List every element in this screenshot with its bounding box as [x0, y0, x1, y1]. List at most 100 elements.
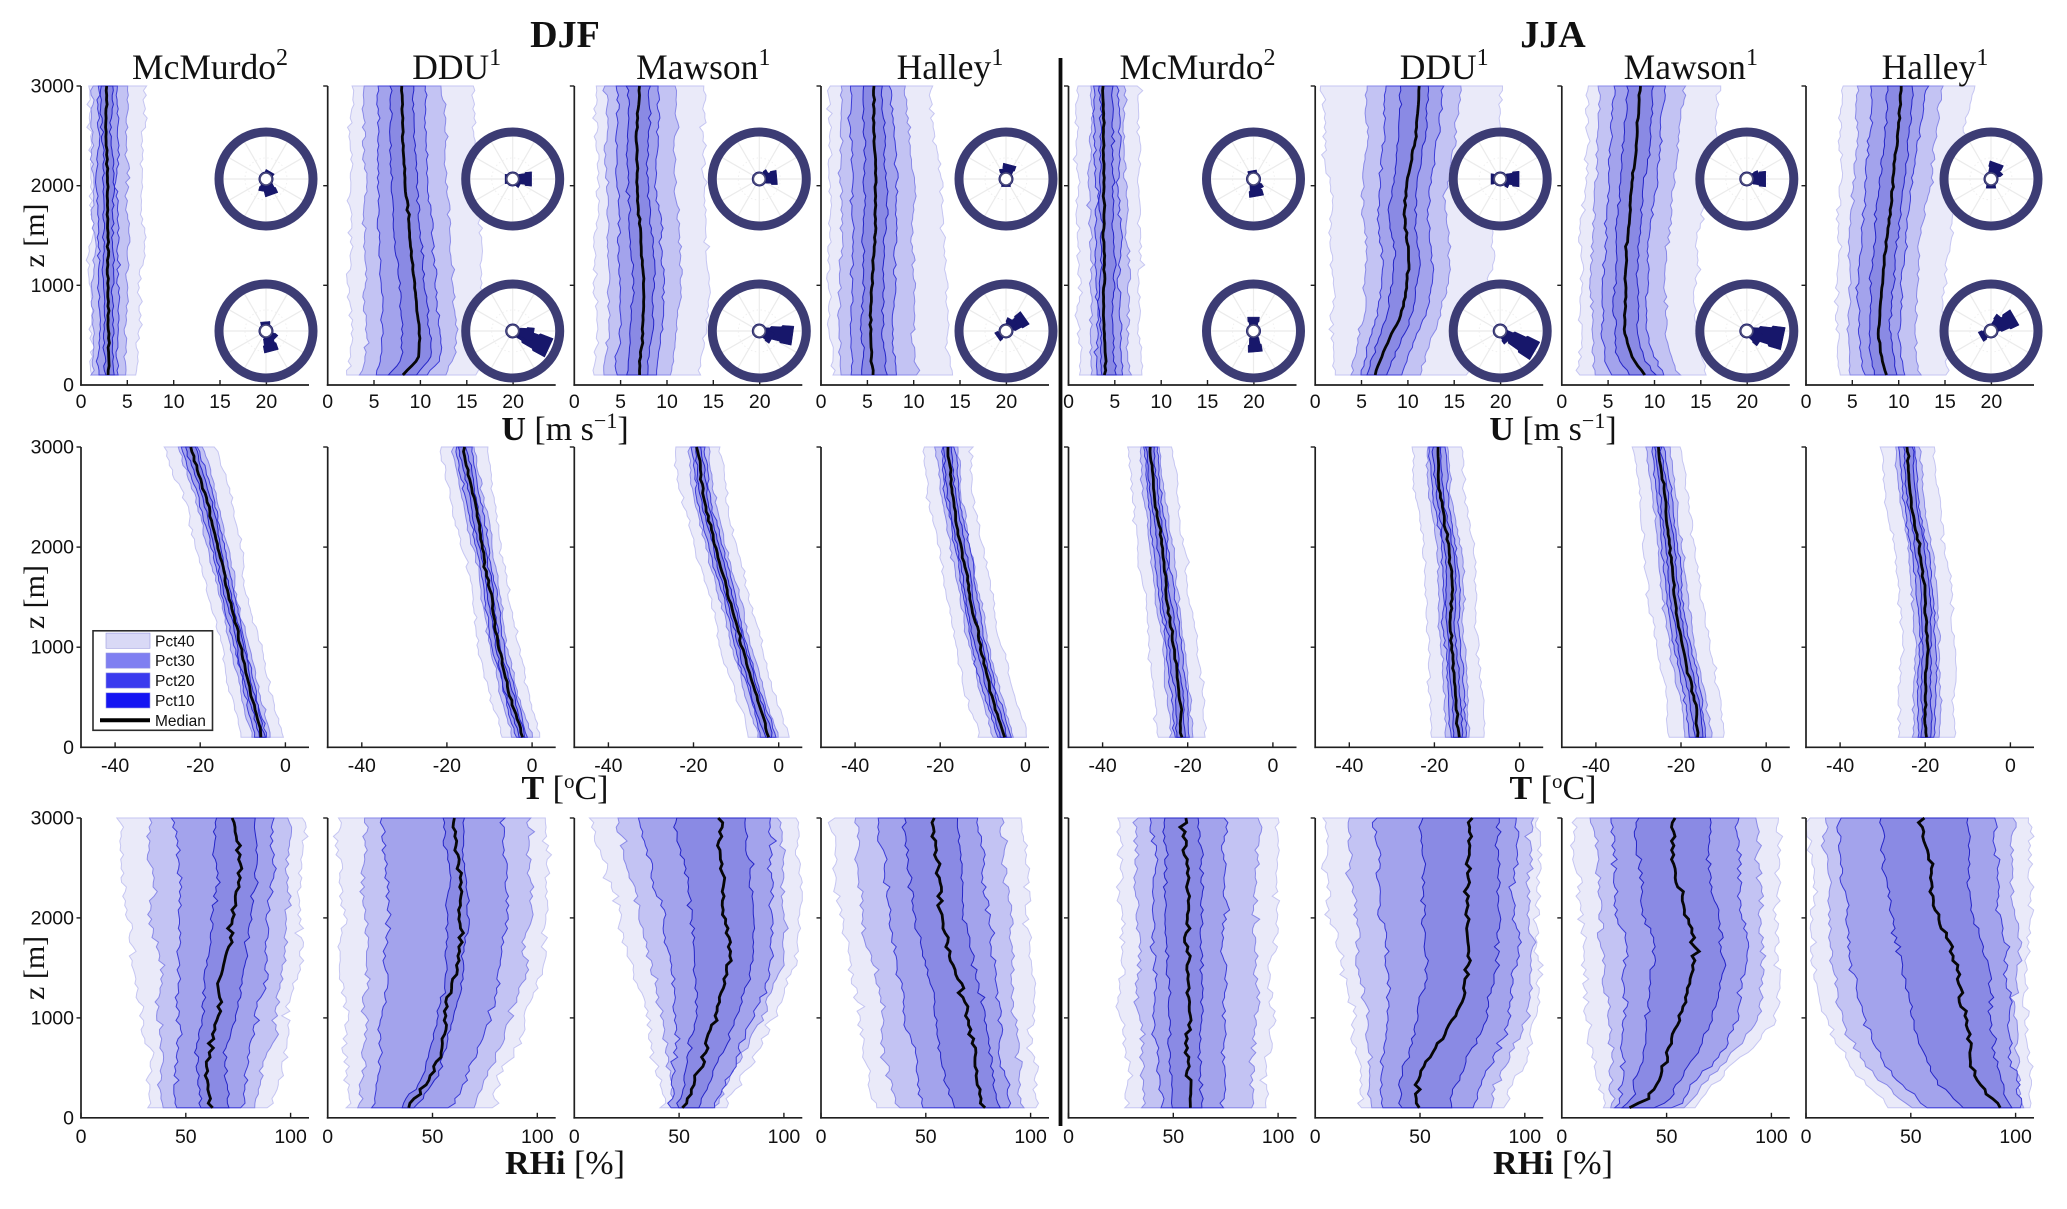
svg-text:3000: 3000 — [31, 76, 75, 98]
svg-text:0: 0 — [569, 391, 580, 413]
svg-text:-40: -40 — [1826, 755, 1854, 777]
svg-text:2000: 2000 — [31, 537, 75, 559]
svg-text:DDU1: DDU1 — [1400, 45, 1489, 87]
svg-text:10: 10 — [1888, 391, 1910, 413]
svg-text:Mawson1: Mawson1 — [1624, 45, 1758, 87]
svg-text:100: 100 — [274, 1126, 307, 1148]
svg-text:3000: 3000 — [31, 437, 75, 459]
svg-text:-20: -20 — [1174, 755, 1202, 777]
svg-text:Median: Median — [155, 713, 206, 730]
svg-text:McMurdo2: McMurdo2 — [1120, 45, 1276, 87]
svg-text:0: 0 — [527, 755, 538, 777]
svg-text:1000: 1000 — [31, 275, 75, 297]
svg-text:15: 15 — [1934, 391, 1956, 413]
svg-text:3000: 3000 — [31, 808, 75, 830]
svg-text:0: 0 — [1267, 755, 1278, 777]
svg-text:5: 5 — [862, 391, 873, 413]
svg-text:20: 20 — [749, 391, 771, 413]
svg-text:McMurdo2: McMurdo2 — [132, 45, 288, 87]
svg-text:z [m]: z [m] — [18, 565, 51, 629]
svg-text:Pct10: Pct10 — [155, 693, 195, 710]
svg-text:Pct30: Pct30 — [155, 653, 195, 670]
svg-text:50: 50 — [668, 1126, 690, 1148]
svg-text:0: 0 — [1310, 1126, 1321, 1148]
svg-text:JJA: JJA — [1520, 14, 1586, 56]
svg-text:U [m s−1]: U [m s−1] — [1489, 408, 1616, 448]
svg-text:2000: 2000 — [31, 907, 75, 929]
svg-text:U [m s−1]: U [m s−1] — [501, 408, 628, 448]
svg-text:0: 0 — [322, 391, 333, 413]
svg-text:-20: -20 — [926, 755, 954, 777]
svg-text:10: 10 — [1397, 391, 1419, 413]
svg-text:15: 15 — [1443, 391, 1465, 413]
svg-text:0: 0 — [1556, 1126, 1567, 1148]
svg-text:Halley1: Halley1 — [1882, 45, 1989, 87]
svg-text:0: 0 — [816, 1126, 827, 1148]
svg-text:Pct20: Pct20 — [155, 673, 195, 690]
svg-text:-20: -20 — [1420, 755, 1448, 777]
svg-text:100: 100 — [1262, 1126, 1295, 1148]
svg-text:0: 0 — [1801, 1126, 1812, 1148]
svg-text:0: 0 — [1514, 755, 1525, 777]
svg-text:10: 10 — [1150, 391, 1172, 413]
svg-text:50: 50 — [915, 1126, 937, 1148]
svg-text:50: 50 — [1409, 1126, 1431, 1148]
svg-text:50: 50 — [422, 1126, 444, 1148]
svg-text:2000: 2000 — [31, 175, 75, 197]
svg-text:DJF: DJF — [530, 14, 600, 56]
svg-text:RHi [%]: RHi [%] — [505, 1145, 625, 1182]
svg-text:0: 0 — [76, 391, 87, 413]
svg-text:0: 0 — [1556, 391, 1567, 413]
svg-text:15: 15 — [456, 391, 478, 413]
svg-text:10: 10 — [410, 391, 432, 413]
svg-text:20: 20 — [1736, 391, 1758, 413]
svg-text:0: 0 — [63, 737, 74, 759]
svg-text:-40: -40 — [1335, 755, 1363, 777]
svg-text:5: 5 — [122, 391, 133, 413]
svg-text:20: 20 — [1243, 391, 1265, 413]
svg-text:0: 0 — [322, 1126, 333, 1148]
svg-text:100: 100 — [1509, 1126, 1542, 1148]
svg-text:50: 50 — [175, 1126, 197, 1148]
svg-text:-40: -40 — [348, 755, 376, 777]
svg-text:-20: -20 — [433, 755, 461, 777]
svg-text:20: 20 — [502, 391, 524, 413]
svg-text:T [oC]: T [oC] — [521, 769, 608, 807]
svg-text:-40: -40 — [594, 755, 622, 777]
svg-text:50: 50 — [1900, 1126, 1922, 1148]
svg-text:-40: -40 — [841, 755, 869, 777]
svg-text:5: 5 — [1603, 391, 1614, 413]
svg-text:Pct40: Pct40 — [155, 633, 195, 650]
svg-text:0: 0 — [63, 375, 74, 397]
svg-text:-20: -20 — [679, 755, 707, 777]
svg-text:15: 15 — [209, 391, 231, 413]
svg-text:-40: -40 — [101, 755, 129, 777]
svg-text:0: 0 — [1761, 755, 1772, 777]
svg-text:5: 5 — [1109, 391, 1120, 413]
svg-text:15: 15 — [702, 391, 724, 413]
svg-text:RHi [%]: RHi [%] — [1493, 1145, 1613, 1182]
svg-text:10: 10 — [656, 391, 678, 413]
svg-text:-20: -20 — [1667, 755, 1695, 777]
svg-text:5: 5 — [615, 391, 626, 413]
svg-text:0: 0 — [1063, 391, 1074, 413]
svg-text:5: 5 — [369, 391, 380, 413]
svg-text:0: 0 — [1063, 1126, 1074, 1148]
svg-text:50: 50 — [1656, 1126, 1678, 1148]
svg-text:0: 0 — [1801, 391, 1812, 413]
svg-text:100: 100 — [768, 1126, 801, 1148]
svg-text:100: 100 — [1014, 1126, 1047, 1148]
svg-text:0: 0 — [63, 1107, 74, 1129]
svg-text:0: 0 — [816, 391, 827, 413]
svg-text:-40: -40 — [1089, 755, 1117, 777]
svg-text:DDU1: DDU1 — [412, 45, 501, 87]
svg-text:15: 15 — [1690, 391, 1712, 413]
svg-text:10: 10 — [1644, 391, 1666, 413]
svg-text:15: 15 — [1197, 391, 1219, 413]
svg-text:0: 0 — [569, 1126, 580, 1148]
svg-text:-20: -20 — [186, 755, 214, 777]
svg-text:0: 0 — [1020, 755, 1031, 777]
svg-text:20: 20 — [1490, 391, 1512, 413]
svg-text:100: 100 — [1999, 1126, 2032, 1148]
svg-text:T [oC]: T [oC] — [1509, 769, 1596, 807]
